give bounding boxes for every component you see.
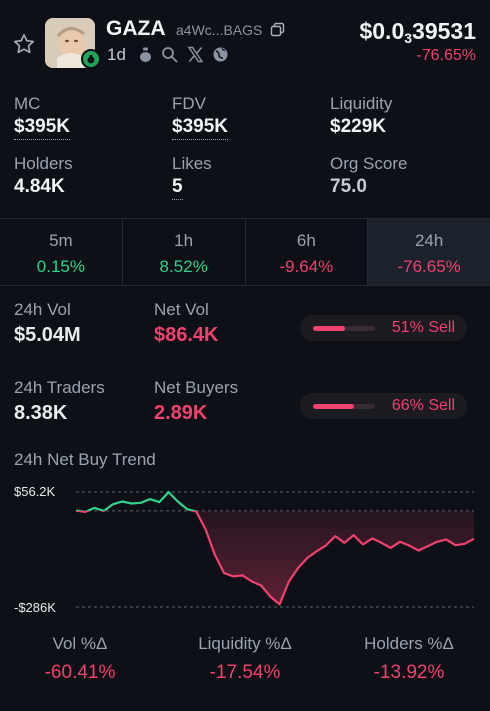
search-icon[interactable] — [161, 46, 178, 63]
stat-org-score: Org Score 75.0 — [330, 154, 407, 198]
stat-label: 24h Traders — [14, 378, 105, 397]
tab-1h[interactable]: 1h 8.52% — [123, 219, 246, 285]
liquidity-delta: Liquidity %Δ -17.54% — [170, 634, 320, 684]
tab-label: 5m — [49, 231, 73, 250]
net-buy-trend-chart: $56.2K -$286K — [14, 484, 475, 615]
tab-label: 1h — [174, 231, 194, 250]
tab-value: -76.65% — [397, 257, 461, 276]
ratio-fill — [313, 404, 354, 409]
stat-liquidity: Liquidity $229K — [330, 94, 392, 138]
ratio-track — [313, 326, 375, 331]
token-age: 1d — [107, 45, 126, 64]
price-change: -76.65% — [416, 47, 476, 64]
globe-icon[interactable] — [212, 46, 229, 63]
stat-24h-vol: 24h Vol $5.04M — [14, 300, 81, 347]
ratio-text: 66% Sell — [391, 397, 455, 414]
stat-24h-traders: 24h Traders 8.38K — [14, 378, 105, 425]
stat-mc: MC $395K — [14, 94, 70, 140]
tab-value: -9.64% — [279, 257, 334, 276]
traders-sell-ratio: 66% Sell — [300, 393, 467, 419]
stat-value[interactable]: $395K — [172, 116, 228, 140]
stat-value: $5.04M — [14, 324, 81, 346]
stat-value: 4.84K — [14, 176, 65, 197]
stat-value: 2.89K — [154, 402, 208, 424]
stat-value: $86.4K — [154, 324, 219, 346]
stat-value[interactable]: 5 — [172, 176, 183, 200]
stat-value: 8.38K — [14, 402, 68, 424]
tab-label: 24h — [414, 231, 444, 250]
series-line-negative — [75, 510, 475, 606]
token-price: $0.0339531 — [359, 18, 476, 46]
token-name: GAZA — [106, 17, 166, 40]
token-address[interactable]: a4Wc...BAGS — [176, 22, 263, 38]
tab-6h[interactable]: 6h -9.64% — [246, 219, 369, 285]
copy-icon[interactable] — [270, 22, 285, 37]
stat-label: Org Score — [330, 154, 408, 173]
delta-label: Vol %Δ — [52, 634, 108, 653]
stat-label: Liquidity — [330, 94, 393, 113]
bag-icon — [87, 55, 95, 64]
stat-net-buyers: Net Buyers 2.89K — [154, 378, 238, 425]
stat-label: Holders — [14, 154, 73, 173]
holders-delta: Holders %Δ -13.92% — [334, 634, 484, 684]
stat-label: Likes — [172, 154, 212, 173]
delta-label: Liquidity %Δ — [198, 634, 292, 653]
delta-value: -60.41% — [44, 662, 116, 683]
verified-badge — [81, 49, 101, 69]
ratio-track — [313, 404, 375, 409]
stat-label: FDV — [172, 94, 206, 113]
bag-icon[interactable] — [137, 46, 154, 63]
timeframe-tabs: 5m 0.15% 1h 8.52% 6h -9.64% 24h -76.65% — [0, 218, 490, 286]
tab-label: 6h — [296, 231, 316, 250]
vol-sell-ratio: 51% Sell — [300, 315, 467, 341]
tab-5m[interactable]: 5m 0.15% — [0, 219, 123, 285]
delta-value: -13.92% — [373, 662, 445, 683]
tab-value: 0.15% — [36, 257, 85, 276]
stat-likes: Likes 5 — [172, 154, 212, 200]
ratio-text: 51% Sell — [391, 319, 455, 336]
stat-label: Net Buyers — [154, 378, 239, 397]
star-icon[interactable] — [12, 32, 36, 56]
token-stats: MC $395K FDV $395K Liquidity $229K Holde… — [0, 88, 490, 218]
series-line-positive — [75, 491, 198, 511]
delta-label: Holders %Δ — [364, 634, 454, 653]
trend-title: 24h Net Buy Trend — [14, 450, 156, 469]
stat-value: 75.0 — [330, 176, 367, 197]
token-avatar[interactable] — [45, 18, 95, 68]
vol-delta: Vol %Δ -60.41% — [5, 634, 155, 684]
stat-value: $229K — [330, 116, 386, 137]
negative-area — [78, 510, 474, 605]
token-header: GAZA a4Wc...BAGS 1d $0.0339531 -76.65% — [0, 0, 490, 82]
ratio-fill — [313, 326, 345, 331]
stat-net-vol: Net Vol $86.4K — [154, 300, 219, 347]
stat-value[interactable]: $395K — [14, 116, 70, 140]
stat-holders: Holders 4.84K — [14, 154, 73, 198]
tab-24h[interactable]: 24h -76.65% — [368, 219, 490, 285]
tab-value: 8.52% — [159, 257, 208, 276]
stat-fdv: FDV $395K — [172, 94, 228, 140]
stat-label: Net Vol — [154, 300, 209, 319]
x-icon[interactable] — [187, 46, 204, 63]
y-top-label: $56.2K — [14, 484, 56, 499]
y-bottom-label: -$286K — [14, 600, 56, 615]
delta-value: -17.54% — [209, 662, 281, 683]
stat-label: MC — [14, 94, 41, 113]
stat-label: 24h Vol — [14, 300, 71, 319]
